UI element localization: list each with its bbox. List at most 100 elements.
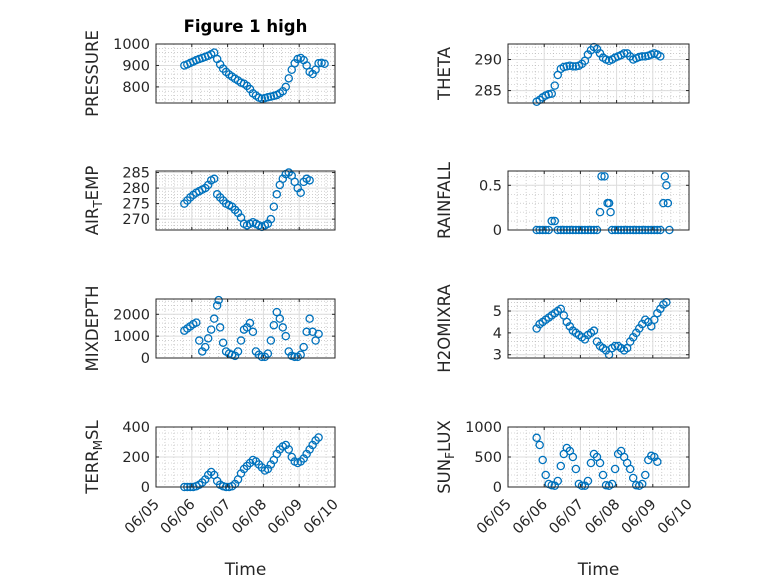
data-point (305, 176, 314, 185)
data-series (180, 48, 329, 103)
y-tick-label: 900 (122, 58, 150, 74)
data-series (532, 298, 671, 359)
axes-box (155, 43, 336, 104)
data-point (610, 464, 620, 474)
y-axis-label: RAINFALL (435, 161, 454, 239)
data-point (248, 327, 258, 337)
data-point (538, 455, 547, 465)
data-point (305, 314, 314, 323)
data-point (272, 190, 282, 199)
y-tick-label: 3 (493, 348, 502, 364)
y-tick-label: 0 (493, 223, 502, 239)
data-point (269, 202, 279, 211)
y-tick-label: 0 (493, 480, 502, 496)
y-tick-label: 280 (122, 181, 150, 197)
data-point (550, 216, 560, 226)
data-point (662, 181, 671, 190)
data-point (209, 314, 219, 323)
data-point (266, 214, 276, 224)
y-tick-label: 4 (493, 326, 502, 342)
data-point (556, 461, 566, 471)
data-point (663, 198, 673, 208)
chart-title: Figure 1 high (184, 17, 308, 36)
data-point (314, 433, 323, 442)
data-point (606, 207, 615, 217)
minor-grid (156, 171, 335, 230)
y-axis-label: SUNFLUX (435, 420, 457, 494)
data-point (547, 89, 556, 98)
data-point (597, 172, 606, 181)
data-point (604, 198, 614, 208)
data-point (568, 62, 578, 71)
y-axis-label: AIRTEMP (83, 166, 105, 236)
data-point (206, 325, 216, 334)
data-point (296, 188, 305, 197)
y-axis-label: H2OMIXRA (435, 284, 454, 373)
data-point (589, 326, 599, 335)
y-tick-label: 0.5 (479, 178, 502, 194)
y-tick-label: 800 (122, 80, 150, 96)
data-point (203, 334, 213, 343)
data-point (535, 440, 544, 450)
data-point (275, 314, 285, 323)
data-point (266, 336, 276, 345)
data-point (595, 207, 605, 217)
data-point (263, 349, 273, 358)
subplot-4: 0 0.5 RAINFALL (435, 161, 690, 239)
x-axis-label: Time (224, 560, 267, 580)
y-tick-label: 0 (141, 351, 150, 367)
data-point (583, 476, 593, 486)
y-tick-label: 270 (122, 212, 150, 228)
y-tick-label: 500 (474, 450, 502, 466)
y-axis-label: PRESSURE (83, 30, 102, 117)
axes-box (507, 43, 690, 104)
data-point (628, 473, 638, 483)
data-point (637, 52, 647, 61)
data-point (214, 295, 223, 305)
y-tick-label: 290 (474, 53, 502, 69)
data-point (200, 342, 210, 352)
data-point (532, 433, 541, 443)
y-tick-label: 1000 (113, 37, 150, 53)
y-tick-label: 200 (122, 450, 150, 466)
data-point (281, 82, 291, 92)
y-tick-label: 400 (122, 420, 150, 436)
data-point (550, 81, 560, 90)
y-axis-label: TERRMSL (83, 419, 105, 494)
minor-grid (508, 299, 689, 358)
data-point (553, 476, 563, 486)
y-tick-label: 285 (474, 84, 502, 100)
data-point (600, 172, 609, 181)
data-point (281, 331, 291, 341)
data-point (233, 347, 243, 356)
data-point (192, 318, 201, 327)
data-point (284, 445, 294, 454)
data-point (212, 301, 222, 310)
data-point (568, 452, 578, 462)
data-series (180, 295, 323, 362)
data-point (218, 338, 228, 347)
data-point (656, 52, 665, 61)
y-tick-label: 1000 (113, 329, 150, 345)
data-point (547, 216, 556, 226)
data-point (284, 74, 294, 83)
data-point (215, 323, 225, 332)
y-tick-label: 2000 (113, 307, 150, 323)
data-point (314, 329, 323, 339)
data-point (278, 323, 288, 332)
data-point (571, 464, 581, 474)
data-point (577, 481, 587, 491)
subplot-6: 3 4 5 H2OMIXRA (435, 284, 690, 373)
data-point (625, 464, 635, 474)
data-series (180, 433, 323, 492)
data-point (637, 479, 647, 489)
plot-area (156, 44, 335, 103)
data-point (299, 342, 308, 352)
y-tick-label: 285 (122, 166, 150, 182)
axes-box (155, 298, 336, 359)
data-series (180, 168, 314, 232)
y-axis-label: MIXDEPTH (83, 286, 102, 372)
data-point (209, 174, 219, 184)
data-point (547, 480, 556, 490)
